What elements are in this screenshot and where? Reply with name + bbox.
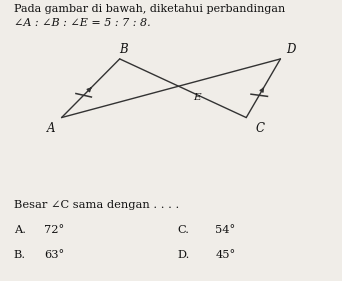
Text: C.: C. xyxy=(178,225,190,235)
Text: D: D xyxy=(286,43,295,56)
Text: 54°: 54° xyxy=(215,225,236,235)
Text: B: B xyxy=(119,43,128,56)
Text: 45°: 45° xyxy=(215,250,236,260)
Text: C: C xyxy=(255,123,264,135)
Text: Besar ∠C sama dengan . . . .: Besar ∠C sama dengan . . . . xyxy=(14,200,179,210)
Text: Pada gambar di bawah, diketahui perbandingan: Pada gambar di bawah, diketahui perbandi… xyxy=(14,4,285,14)
Text: D.: D. xyxy=(178,250,190,260)
Text: A: A xyxy=(47,123,55,135)
Text: A.: A. xyxy=(14,225,26,235)
Text: ∠A : ∠B : ∠E = 5 : 7 : 8.: ∠A : ∠B : ∠E = 5 : 7 : 8. xyxy=(14,18,150,28)
Text: B.: B. xyxy=(14,250,26,260)
Text: E: E xyxy=(193,93,201,102)
Text: 63°: 63° xyxy=(44,250,65,260)
Text: 72°: 72° xyxy=(44,225,65,235)
